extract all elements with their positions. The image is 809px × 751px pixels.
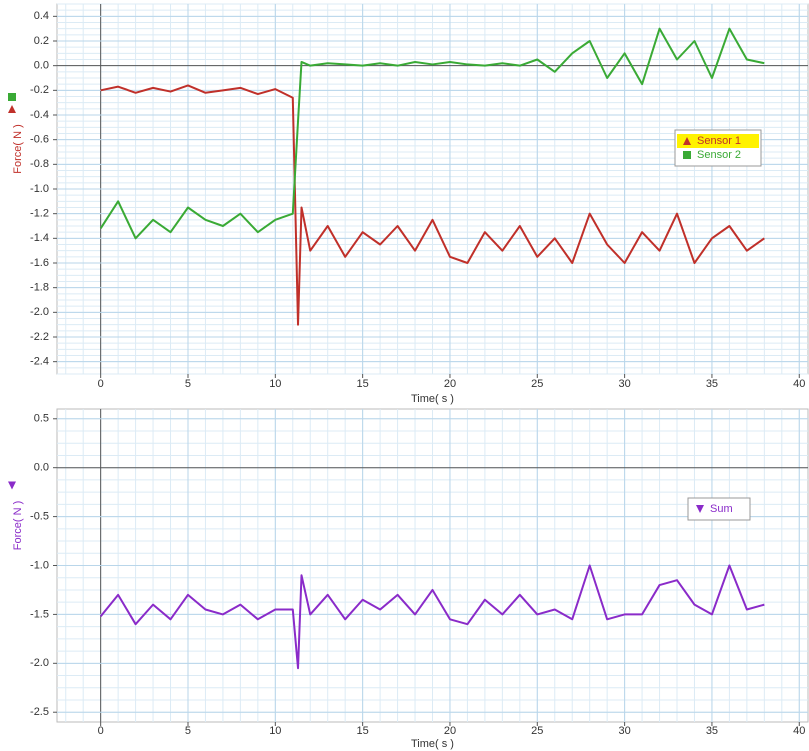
x-axis-title: Time( s ) <box>411 738 454 750</box>
y-tick-label: 0.2 <box>34 35 49 47</box>
y-tick-label: 0.0 <box>34 462 49 474</box>
series-line <box>99 27 765 240</box>
y-tick-label: -2.4 <box>30 356 49 368</box>
y-axis-title: Force( N ) <box>12 124 24 174</box>
y-tick-label: 0.0 <box>34 60 49 72</box>
y-tick-label: -1.5 <box>30 608 49 620</box>
y-tick-label: -1.4 <box>30 232 49 244</box>
axis-series-icon <box>8 105 16 113</box>
y-tick-label: -1.0 <box>30 183 49 195</box>
x-axis-title: Time( s ) <box>411 393 454 405</box>
y-tick-label: -1.2 <box>30 208 49 220</box>
x-tick-label: 30 <box>618 725 630 737</box>
y-tick-label: 0.5 <box>34 413 49 425</box>
y-tick-label: -0.4 <box>30 109 49 121</box>
x-tick-label: 20 <box>444 378 456 390</box>
x-tick-label: 15 <box>357 378 369 390</box>
x-tick-label: 20 <box>444 725 456 737</box>
series-line <box>99 564 765 670</box>
y-tick-label: 0.4 <box>34 10 49 22</box>
y-tick-label: -2.0 <box>30 306 49 318</box>
y-tick-label: -2.0 <box>30 657 49 669</box>
x-tick-label: 40 <box>793 725 805 737</box>
x-tick-label: 30 <box>618 378 630 390</box>
legend-highlight <box>677 134 759 148</box>
legend-label: Sum <box>710 503 733 515</box>
legend-marker <box>696 505 704 513</box>
legend-marker <box>683 137 691 145</box>
x-tick-label: 5 <box>185 378 191 390</box>
y-tick-label: -1.8 <box>30 282 49 294</box>
y-tick-label: -0.6 <box>30 134 49 146</box>
y-tick-label: -2.5 <box>30 706 49 718</box>
x-tick-label: 10 <box>269 725 281 737</box>
y-tick-label: -2.2 <box>30 331 49 343</box>
x-tick-label: 35 <box>706 725 718 737</box>
x-tick-label: 40 <box>793 378 805 390</box>
y-tick-label: -0.5 <box>30 511 49 523</box>
x-tick-label: 25 <box>531 725 543 737</box>
y-tick-label: -1.0 <box>30 559 49 571</box>
y-tick-label: -0.2 <box>30 84 49 96</box>
y-axis-title: Force( N ) <box>12 501 24 551</box>
x-tick-label: 25 <box>531 378 543 390</box>
legend-box <box>687 497 751 521</box>
x-tick-label: 15 <box>357 725 369 737</box>
x-tick-label: 0 <box>98 378 104 390</box>
y-tick-label: -0.8 <box>30 158 49 170</box>
axis-series-icon <box>8 481 16 490</box>
x-tick-label: 35 <box>706 378 718 390</box>
legend-marker <box>683 151 691 159</box>
legend-label: Sensor 1 <box>697 135 741 147</box>
axis-series-icon <box>8 93 16 101</box>
x-tick-label: 5 <box>185 725 191 737</box>
x-tick-label: 0 <box>98 725 104 737</box>
x-tick-label: 10 <box>269 378 281 390</box>
y-tick-label: -1.6 <box>30 257 49 269</box>
legend-label: Sensor 2 <box>697 149 741 161</box>
series-line <box>100 84 765 326</box>
